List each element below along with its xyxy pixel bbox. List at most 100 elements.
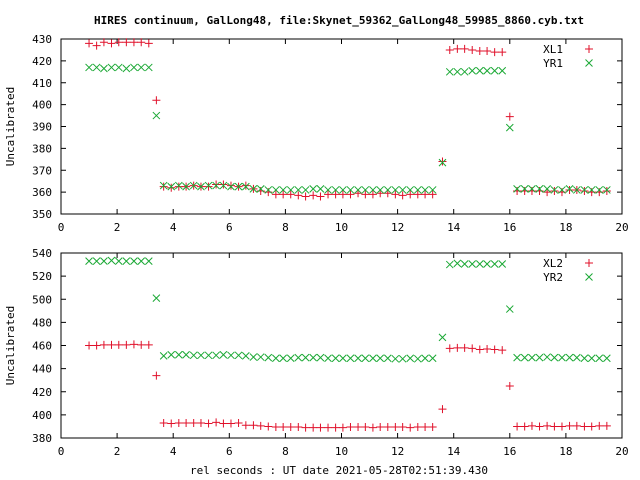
data-point	[572, 186, 581, 194]
data-point	[85, 63, 93, 72]
data-point	[528, 184, 536, 193]
data-point	[159, 181, 168, 190]
data-point	[445, 67, 454, 76]
data-point	[421, 423, 430, 432]
data-point	[391, 186, 400, 194]
data-point	[249, 353, 258, 361]
data-point	[361, 186, 370, 194]
data-point	[602, 354, 611, 363]
data-point	[368, 190, 377, 199]
data-point	[301, 186, 310, 194]
data-point	[331, 423, 340, 432]
data-point	[528, 353, 536, 362]
data-point	[130, 63, 138, 72]
data-point	[460, 260, 469, 268]
data-point	[505, 123, 514, 132]
data-point	[558, 353, 566, 362]
data-point	[219, 350, 228, 359]
data-point	[565, 421, 574, 430]
data-point	[453, 343, 462, 352]
data-point	[99, 340, 108, 349]
y-axis-label: Uncalibrated	[4, 87, 17, 166]
data-point	[144, 63, 153, 72]
data-point	[338, 423, 347, 432]
data-point	[107, 340, 116, 349]
x-tick-label: 10	[335, 445, 348, 458]
data-point	[212, 351, 220, 360]
data-point	[167, 182, 176, 191]
data-point	[249, 421, 258, 430]
data-point	[189, 181, 198, 190]
data-point	[354, 423, 363, 432]
x-axis-label: rel seconds : UT date 2021-05-28T02:51:3…	[190, 464, 488, 477]
data-point	[565, 353, 574, 362]
x-tick-label: 6	[226, 221, 233, 234]
data-point	[182, 182, 190, 191]
data-point	[212, 181, 220, 190]
data-point	[505, 112, 514, 121]
data-point	[249, 184, 258, 193]
series-xl2	[85, 340, 611, 432]
data-point	[114, 38, 123, 47]
data-point	[376, 186, 385, 194]
data-point	[421, 190, 430, 199]
data-point	[460, 67, 469, 76]
legend-label: XL2	[543, 257, 563, 270]
series-yr1	[85, 63, 611, 194]
data-point	[92, 63, 101, 72]
data-point	[331, 354, 340, 363]
data-point	[383, 354, 392, 363]
data-point	[490, 345, 499, 354]
data-point	[309, 353, 318, 362]
data-point	[475, 345, 484, 354]
data-point	[167, 183, 176, 192]
data-point	[587, 422, 596, 431]
top-panel: 0 2 4 6 8 10 12 14 16 18 20 350 360 370 380 390 400 410 42…	[4, 33, 629, 234]
data-point	[483, 260, 491, 268]
data-point	[558, 186, 566, 194]
y-axis-label: Uncalibrated	[4, 306, 17, 385]
data-point	[219, 181, 228, 190]
data-point	[338, 190, 347, 199]
data-point	[137, 63, 146, 72]
data-point	[294, 423, 303, 432]
data-point	[535, 422, 544, 431]
data-point	[130, 257, 138, 265]
data-point	[85, 39, 94, 48]
data-point	[324, 190, 333, 199]
y-tick-label: 540	[32, 247, 52, 260]
data-point	[92, 341, 101, 350]
data-point	[159, 182, 168, 191]
data-point	[520, 422, 529, 431]
series-yr2	[85, 256, 611, 363]
data-point	[159, 418, 168, 427]
data-point	[309, 423, 318, 432]
data-point	[572, 421, 581, 430]
legend-label: YR1	[543, 57, 563, 70]
data-point	[114, 340, 123, 349]
data-point	[527, 421, 536, 430]
data-point	[279, 354, 288, 363]
data-point	[421, 186, 429, 194]
data-point	[256, 421, 265, 430]
data-point	[279, 190, 288, 199]
data-point	[543, 184, 551, 193]
data-point	[167, 419, 176, 428]
data-point	[85, 257, 93, 265]
data-point	[294, 353, 303, 362]
x-tick-label: 14	[447, 445, 461, 458]
data-point	[159, 352, 168, 360]
data-point	[100, 64, 108, 73]
data-point	[602, 421, 611, 430]
data-point	[580, 186, 589, 194]
data-point	[572, 353, 581, 362]
data-point	[346, 354, 355, 363]
data-point	[271, 423, 280, 432]
data-point	[324, 354, 332, 363]
data-point	[204, 181, 213, 190]
x-tick-label: 6	[226, 445, 233, 458]
data-point	[174, 350, 183, 359]
y-tick-label: 350	[32, 208, 52, 221]
x-tick-label: 18	[559, 445, 572, 458]
data-point	[316, 423, 325, 432]
